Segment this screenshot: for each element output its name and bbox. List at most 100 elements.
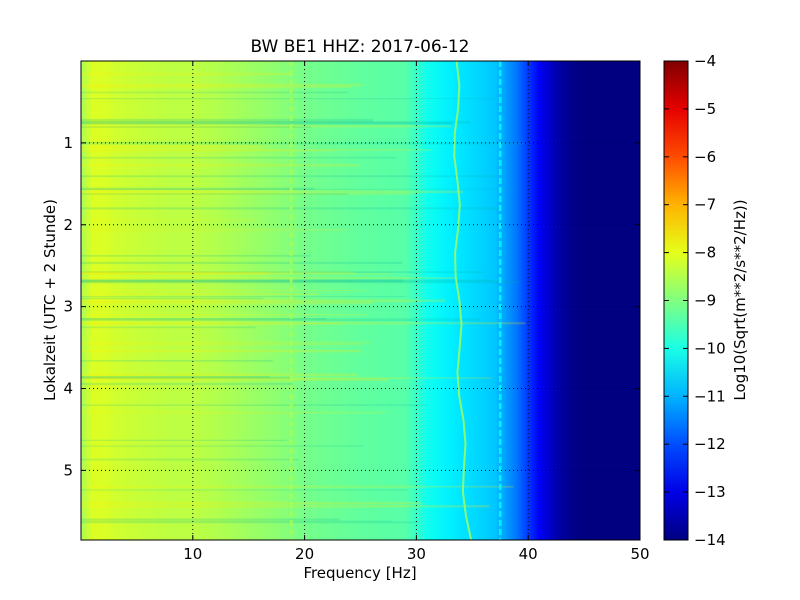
y-tick-label: 2: [63, 216, 73, 234]
time-streak: [81, 318, 481, 321]
time-streak: [81, 501, 422, 505]
y-axis-ticks: 1 2 3 4 5: [63, 134, 640, 479]
time-streak: [81, 273, 391, 275]
time-streaks: [81, 72, 526, 524]
time-streak: [81, 149, 433, 151]
time-streak: [81, 323, 341, 325]
time-streak: [81, 279, 404, 283]
x-axis-ticks: 10 20 30 40 50: [183, 61, 650, 563]
time-streak: [81, 520, 393, 522]
time-streak: [81, 341, 372, 343]
time-streak: [81, 295, 406, 298]
plot-frame: [80, 60, 641, 541]
time-streak: [81, 72, 292, 76]
colorbar-tick-label: −9: [694, 292, 716, 310]
time-streak: [81, 299, 446, 302]
time-streak: [81, 326, 256, 329]
chart-title: BW BE1 HHZ: 2017-06-12: [250, 37, 469, 57]
time-streak: [81, 439, 287, 441]
spectral-lines: [289, 61, 502, 540]
time-streak: [81, 219, 257, 221]
heatmap-field: [81, 61, 640, 540]
time-streak: [81, 314, 367, 316]
time-streak: [81, 190, 463, 194]
time-streak: [81, 254, 312, 257]
colorbar-tick-label: −8: [694, 244, 716, 262]
colorbar-tick-label: −12: [694, 435, 726, 453]
colorbar-ticks: −4 −5 −6 −7 −8 −9 −10 −11 −12 −13 −14: [664, 52, 726, 549]
time-streak: [81, 382, 293, 385]
time-streak: [81, 378, 389, 381]
time-streak: [81, 458, 299, 461]
time-streak: [81, 521, 419, 524]
time-streak: [81, 411, 387, 414]
time-streak: [81, 301, 373, 305]
time-streak: [81, 145, 263, 149]
x-tick-label: 40: [519, 545, 538, 563]
y-tick-label: 1: [63, 134, 73, 152]
time-streak: [81, 343, 364, 345]
time-streak: [81, 141, 260, 143]
plot-area: 10 20 30 40 50 1 2 3 4 5: [63, 60, 650, 563]
y-tick-label: 4: [63, 380, 73, 398]
time-streak: [81, 489, 408, 491]
time-streak: [81, 125, 451, 128]
y-tick-label: 5: [63, 461, 73, 479]
time-streak: [81, 118, 373, 122]
colorbar: −4 −5 −6 −7 −8 −9 −10 −11 −12 −13 −14 Log10(Sqrt(m…: [663, 52, 749, 549]
time-streak: [81, 122, 453, 125]
time-streak: [81, 277, 456, 279]
time-streak: [81, 85, 352, 88]
time-streak: [81, 290, 365, 291]
colorbar-tick-label: −13: [694, 483, 726, 501]
time-streak: [81, 271, 270, 275]
time-streak: [81, 193, 413, 195]
colorbar-label: Log10(Sqrt(m**2/s**2/Hz)): [731, 199, 749, 400]
time-streak: [81, 175, 496, 178]
time-streak: [81, 375, 271, 378]
time-streak: [81, 142, 525, 145]
time-streak: [81, 445, 364, 447]
colorbar-tick-label: −11: [694, 387, 726, 405]
time-streak: [81, 91, 349, 94]
x-tick-label: 50: [630, 545, 649, 563]
x-axis-label: Frequency [Hz]: [303, 564, 416, 582]
time-streak: [81, 187, 315, 190]
colorbar-tick-label: −14: [694, 531, 726, 549]
colorbar-tick-label: −10: [694, 339, 726, 357]
time-streak: [81, 359, 273, 362]
time-streak: [81, 322, 526, 325]
time-streak: [81, 377, 492, 379]
x-tick-label: 10: [183, 545, 202, 563]
time-streak: [81, 120, 471, 124]
time-streak: [81, 349, 361, 353]
time-streak: [81, 376, 292, 379]
time-streak: [81, 297, 264, 300]
time-streak: [81, 126, 312, 128]
time-streak: [81, 156, 397, 159]
time-streak: [81, 271, 355, 274]
time-streak: [81, 404, 428, 406]
time-streak: [81, 164, 359, 167]
time-streak: [81, 150, 334, 152]
y-axis-label: Lokalzeit (UTC + 2 Stunde): [41, 199, 59, 401]
time-streak: [81, 229, 347, 231]
time-streak: [81, 271, 483, 274]
colorbar-tick-label: −7: [694, 196, 716, 214]
y-tick-label: 3: [63, 298, 73, 316]
time-streak: [81, 318, 327, 320]
time-streak: [81, 193, 348, 195]
wandering-spectral-line: [453, 61, 473, 540]
colorbar-tick-label: −6: [694, 148, 716, 166]
x-tick-label: 20: [295, 545, 314, 563]
time-streak: [81, 261, 403, 265]
time-streak: [81, 280, 519, 284]
x-tick-label: 30: [407, 545, 426, 563]
time-streak: [81, 83, 364, 87]
colorbar-tick-label: −4: [694, 52, 716, 70]
time-streak: [81, 279, 493, 282]
time-streak: [81, 188, 516, 190]
time-streak: [81, 373, 359, 376]
time-streak: [81, 505, 490, 508]
